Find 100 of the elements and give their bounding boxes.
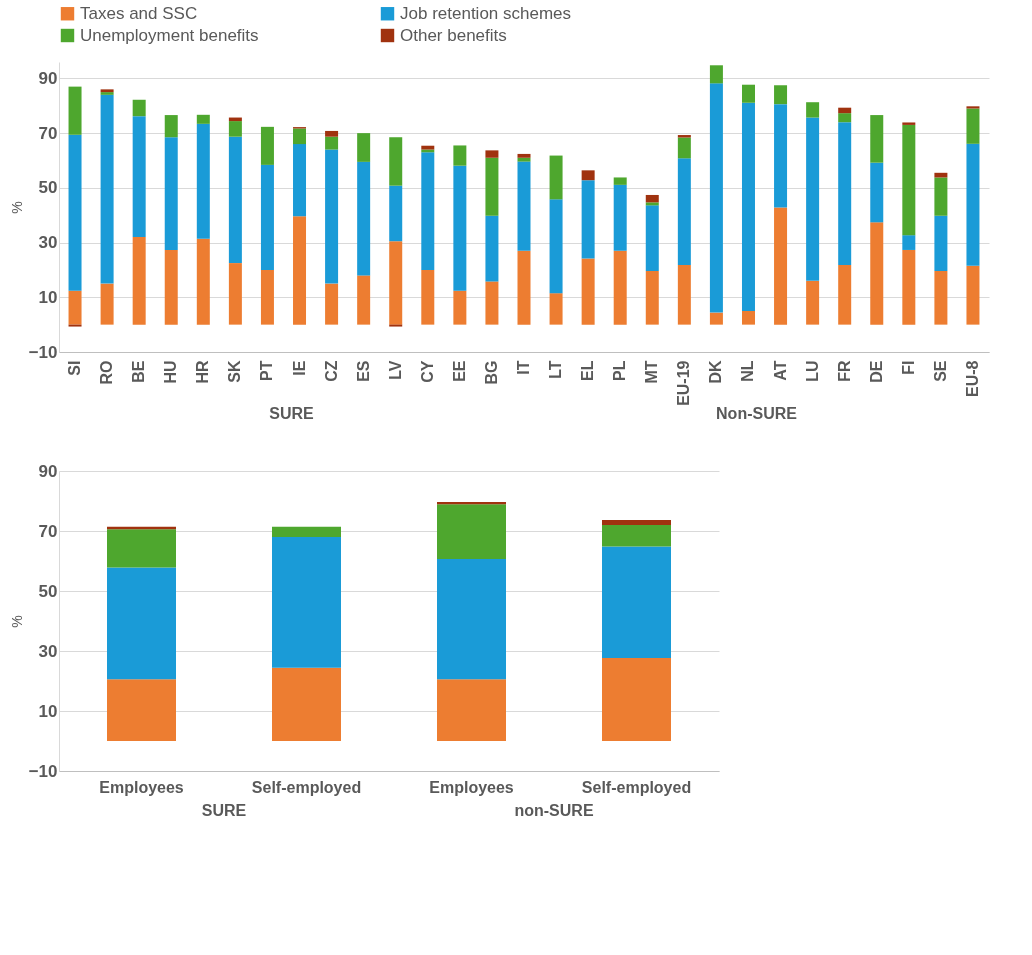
y-tick-label: 70 <box>38 123 58 143</box>
x-tick-label: Employees <box>429 778 514 796</box>
bar <box>613 250 627 325</box>
bar <box>132 99 146 117</box>
bar <box>838 113 852 123</box>
x-tick-label: Self-employed <box>251 778 362 796</box>
legend-label: Unemployment benefits <box>80 25 259 45</box>
x-tick-label: IT <box>515 360 532 375</box>
bar <box>100 94 114 284</box>
x-tick-label: DK <box>707 360 725 384</box>
bar <box>870 222 884 325</box>
bar <box>838 265 852 325</box>
bar <box>709 83 723 313</box>
legend-label: Taxes and SSC <box>80 3 198 23</box>
bar <box>293 216 307 325</box>
bar <box>389 185 403 242</box>
bar <box>902 235 916 250</box>
bar <box>100 283 114 325</box>
bar <box>196 123 210 239</box>
bar <box>602 519 671 525</box>
bar <box>325 283 339 325</box>
x-tick-label: LV <box>386 360 404 380</box>
bar <box>602 657 671 741</box>
x-tick-label: SE <box>931 360 949 382</box>
bar <box>677 137 691 159</box>
bar <box>68 134 82 291</box>
bar <box>966 143 980 266</box>
y-axis-title: % <box>8 615 25 628</box>
x-tick-label: LU <box>803 360 821 382</box>
x-tick-label: RO <box>98 360 116 385</box>
bar <box>421 269 435 325</box>
bar <box>228 121 242 137</box>
x-tick-label: HU <box>162 360 180 384</box>
y-tick-label: 50 <box>38 581 58 601</box>
legend-label: Job retention schemes <box>400 3 572 23</box>
bar <box>602 546 671 658</box>
x-tick-label: ES <box>354 360 372 382</box>
bar <box>902 249 916 325</box>
bar <box>774 207 788 325</box>
bar <box>645 194 659 203</box>
bar <box>228 263 242 325</box>
bar <box>517 250 531 325</box>
bar <box>272 526 341 537</box>
y-axis-title: % <box>8 201 25 214</box>
bar <box>774 85 788 105</box>
bar <box>453 145 467 166</box>
bar <box>549 155 563 200</box>
bar <box>357 133 371 162</box>
bar <box>709 312 723 325</box>
x-tick-label: CY <box>418 360 436 383</box>
bar <box>272 667 341 741</box>
bar <box>421 152 435 270</box>
y-tick-label: 50 <box>38 178 58 198</box>
x-tick-label: LT <box>547 360 565 379</box>
bar <box>806 102 820 118</box>
x-tick-label: MT <box>643 360 661 384</box>
bar <box>485 150 499 158</box>
y-tick-label: −10 <box>28 761 58 781</box>
y-tick-label: 90 <box>38 68 58 88</box>
y-tick-label: 30 <box>38 233 58 253</box>
bar <box>293 128 307 145</box>
bar <box>870 115 884 163</box>
x-tick-label: SK <box>226 360 244 383</box>
bar <box>806 280 820 325</box>
x-tick-label: IE <box>290 360 308 376</box>
bar <box>260 269 274 325</box>
x-tick-label: Employees <box>99 778 184 796</box>
bar <box>613 184 627 251</box>
bar <box>437 558 506 680</box>
x-tick-label: SI <box>66 360 84 376</box>
bar <box>645 205 659 272</box>
bar <box>437 504 506 559</box>
bar <box>870 162 884 223</box>
bar <box>581 180 595 259</box>
bar <box>838 107 852 114</box>
x-tick-label: NL <box>739 360 757 382</box>
x-tick-label: BE <box>130 360 148 383</box>
bar <box>902 122 916 125</box>
bar <box>581 258 595 325</box>
text: Non-SURE <box>716 405 798 422</box>
bar <box>741 310 755 325</box>
x-tick-label: EL <box>579 360 597 381</box>
text: SURE <box>269 405 315 422</box>
bar <box>421 145 435 150</box>
x-tick-label: CZ <box>322 360 340 382</box>
bar <box>260 164 274 270</box>
bar <box>272 537 341 668</box>
y-tick-label: 30 <box>38 641 58 661</box>
y-tick-label: 70 <box>38 521 58 541</box>
bar <box>549 199 563 294</box>
legend-label: Other benefits <box>400 25 507 45</box>
bar <box>260 126 274 165</box>
bar <box>517 161 531 251</box>
x-tick-label: FI <box>899 360 917 375</box>
bar <box>677 135 691 138</box>
bar <box>709 65 723 84</box>
text: non-SURE <box>514 802 594 819</box>
bar <box>453 165 467 291</box>
bar <box>485 157 499 216</box>
x-tick-label: BG <box>482 360 500 385</box>
